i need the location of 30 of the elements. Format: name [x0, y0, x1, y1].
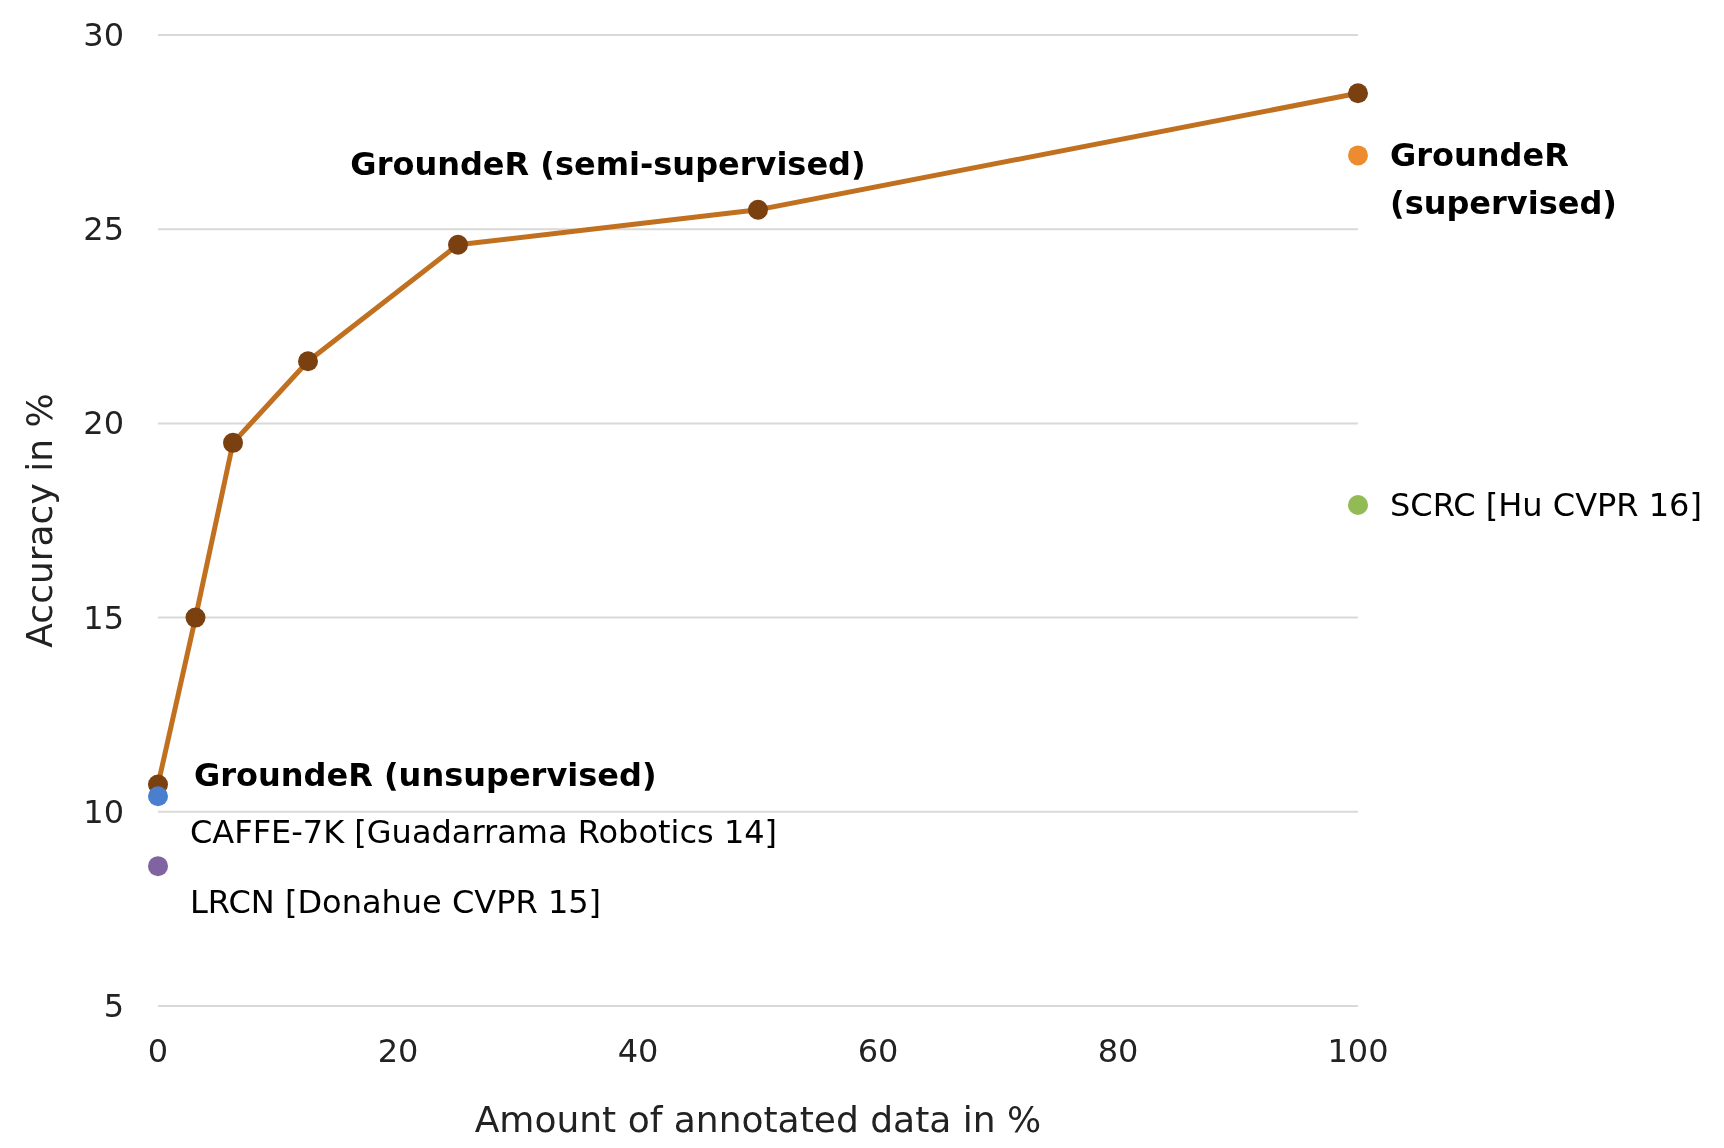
- x-axis-title: Amount of annotated data in %: [474, 1099, 1042, 1140]
- annotation: GroundeR (unsupervised): [194, 755, 657, 794]
- point: [1348, 145, 1368, 166]
- series-label: GroundeR (semi-supervised): [350, 145, 866, 184]
- y-tick-label: 5: [103, 987, 124, 1025]
- point: [148, 856, 168, 877]
- x-tick-label: 40: [617, 1032, 659, 1070]
- y-tick-label: 20: [83, 404, 124, 443]
- point: [1348, 494, 1368, 515]
- x-tick-label: 60: [857, 1032, 899, 1070]
- x-tick-label: 80: [1097, 1032, 1139, 1070]
- y-tick-label: 10: [83, 792, 124, 831]
- y-tick-label: 25: [83, 210, 124, 249]
- x-tick-label: 0: [147, 1032, 169, 1070]
- point: [148, 786, 168, 807]
- series-label: LRCN [Donahue CVPR 15]: [190, 883, 602, 922]
- y-tick-label: 15: [83, 598, 124, 637]
- x-tick-label: 100: [1327, 1032, 1389, 1070]
- y-axis-title: Accuracy in %: [19, 393, 60, 648]
- point: [185, 607, 206, 628]
- point: [298, 351, 318, 372]
- point: [448, 234, 468, 255]
- point: [748, 199, 768, 220]
- y-tick-label: 30: [83, 16, 124, 54]
- series-label: CAFFE-7K [Guadarrama Robotics 14]: [190, 813, 778, 852]
- point: [223, 432, 243, 453]
- point: [1348, 83, 1368, 104]
- series-label: SCRC [Hu CVPR 16]: [1390, 485, 1702, 524]
- x-tick-label: 20: [377, 1032, 419, 1070]
- series-label: GroundeR (supervised): [1390, 136, 1617, 223]
